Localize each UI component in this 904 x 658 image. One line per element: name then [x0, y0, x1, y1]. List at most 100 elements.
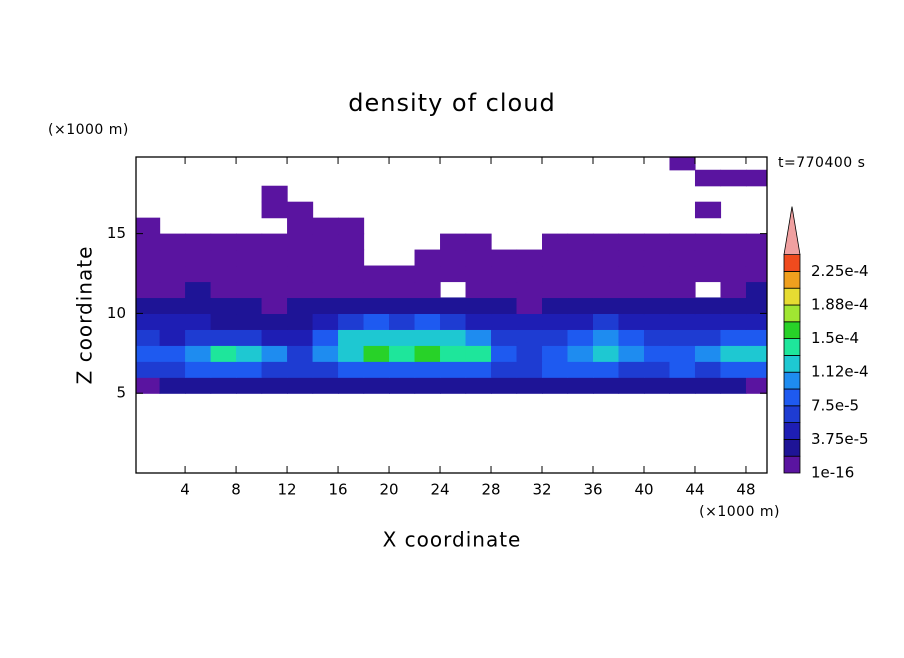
- contour-cell: [440, 377, 467, 394]
- contour-cell: [440, 233, 467, 251]
- contour-cell: [159, 297, 186, 315]
- contour-cell: [364, 170, 390, 187]
- contour-cell: [618, 202, 644, 219]
- contour-cell: [643, 345, 671, 362]
- contour-cell: [136, 265, 161, 283]
- contour-cell: [389, 361, 416, 378]
- contour-cell: [542, 154, 568, 171]
- contour-cell: [312, 345, 339, 362]
- contour-cell: [694, 201, 722, 219]
- contour-cell: [262, 154, 288, 171]
- contour-cell: [465, 297, 492, 315]
- contour-cell: [516, 297, 543, 315]
- contour-cell: [592, 233, 620, 251]
- contour-field: [136, 154, 772, 394]
- contour-cell: [644, 154, 670, 171]
- contour-cell: [440, 186, 466, 203]
- contour-cell: [313, 202, 339, 219]
- contour-cell: [389, 345, 416, 362]
- contour-cell: [159, 281, 186, 299]
- contour-cell: [414, 361, 441, 378]
- contour-cell: [440, 297, 467, 315]
- contour-cell: [185, 313, 212, 330]
- contour-cell: [491, 345, 518, 362]
- contour-cell: [466, 170, 492, 187]
- contour-cell: [440, 202, 466, 219]
- contour-cell: [136, 233, 161, 251]
- contour-cell: [542, 329, 569, 346]
- contour-cell: [440, 281, 466, 298]
- contour-cell: [593, 202, 619, 219]
- contour-cell: [136, 217, 161, 235]
- contour-cell: [287, 217, 314, 235]
- colorbar-box: [783, 338, 801, 356]
- contour-cell: [313, 170, 339, 187]
- contour-cell: [517, 186, 543, 203]
- contour-cell: [746, 186, 772, 203]
- contour-cell: [210, 329, 237, 346]
- contour-cell: [136, 361, 161, 378]
- contour-cell: [363, 297, 390, 315]
- contour-cell: [364, 186, 390, 203]
- contour-cell: [185, 218, 211, 235]
- contour-cell: [389, 377, 416, 394]
- colorbar-label: 2.25e-4: [811, 262, 869, 280]
- contour-cell: [593, 154, 619, 171]
- contour-cell: [236, 202, 262, 219]
- contour-cell: [491, 361, 518, 378]
- contour-cell: [136, 249, 161, 267]
- contour-cell: [694, 297, 722, 315]
- contour-cell: [592, 313, 620, 330]
- contour-cell: [287, 265, 314, 283]
- contour-cell: [567, 297, 594, 315]
- contour-cell: [236, 249, 263, 267]
- contour-cell: [363, 345, 390, 362]
- contour-cell: [185, 154, 211, 171]
- contour-cell: [644, 186, 670, 203]
- contour-cell: [694, 377, 722, 394]
- contour-cell: [669, 313, 696, 330]
- contour-cell: [185, 170, 211, 187]
- contour-cell: [185, 345, 212, 362]
- contour-cell: [465, 345, 492, 362]
- contour-cell: [567, 377, 594, 394]
- contour-cell: [669, 170, 695, 187]
- contour-cell: [136, 297, 161, 315]
- contour-cell: [669, 345, 696, 362]
- contour-cell: [312, 281, 339, 299]
- contour-cell: [618, 313, 645, 330]
- contour-cell: [542, 202, 568, 219]
- contour-cell: [669, 218, 695, 235]
- colorbar-box: [783, 422, 801, 440]
- contour-cell: [414, 345, 441, 362]
- contour-cell: [516, 361, 543, 378]
- x-unit: (×1000 m): [699, 504, 780, 520]
- contour-cell: [542, 233, 569, 251]
- contour-cell: [694, 345, 722, 362]
- contour-cell: [745, 297, 767, 315]
- contour-cell: [720, 218, 746, 235]
- contour-cell: [287, 201, 314, 219]
- contour-cell: [644, 202, 670, 219]
- contour-cell: [389, 265, 416, 283]
- contour-cell: [210, 313, 237, 330]
- contour-cell: [136, 345, 161, 362]
- contour-cell: [745, 233, 767, 251]
- contour-cell: [338, 154, 364, 171]
- contour-cell: [287, 281, 314, 299]
- contour-cell: [287, 361, 314, 378]
- time-annotation: t=770400 s: [778, 155, 865, 171]
- contour-cell: [695, 218, 721, 235]
- contour-cell: [669, 377, 696, 394]
- contour-cell: [236, 154, 262, 171]
- contour-cell: [669, 249, 696, 267]
- contour-cell: [669, 281, 696, 299]
- contour-cell: [211, 202, 237, 219]
- colorbar-extend: [783, 206, 801, 256]
- contour-cell: [363, 329, 390, 346]
- contour-cell: [643, 281, 671, 299]
- contour-cell: [185, 361, 212, 378]
- colorbar-label: 1.12e-4: [811, 363, 869, 381]
- contour-cell: [210, 361, 237, 378]
- colorbar-box: [783, 287, 801, 306]
